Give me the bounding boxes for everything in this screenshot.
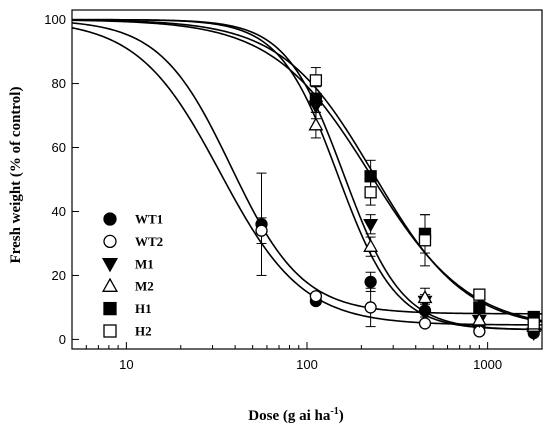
- point-h2: [418, 234, 432, 247]
- point-h1: [309, 93, 323, 106]
- y-tick-label: 100: [44, 12, 66, 27]
- x-axis-title-superscript: -1: [330, 406, 338, 417]
- data-points: [255, 74, 542, 341]
- fit-curve-h1: [71, 19, 543, 323]
- fitted-curves: [71, 18, 543, 331]
- legend-label-m1: M1: [135, 256, 154, 271]
- point-h1: [364, 170, 377, 183]
- point-wt1: [364, 275, 377, 288]
- legend-marker-wt2: [103, 234, 117, 249]
- x-tick-label: 1000: [473, 357, 502, 372]
- point-m1: [363, 218, 379, 233]
- point-m2: [363, 238, 379, 252]
- point-m2: [308, 117, 324, 131]
- point-h2: [473, 288, 486, 301]
- legend-marker-m1: [101, 258, 119, 273]
- fit-curve-m2: [72, 18, 543, 331]
- point-h2: [364, 186, 377, 199]
- legend-label-h1: H1: [135, 301, 152, 316]
- point-wt2: [418, 317, 432, 330]
- x-axis: 10 100 1000: [71, 342, 543, 372]
- y-tick-label: 60: [52, 140, 66, 155]
- point-h2: [527, 317, 540, 330]
- point-h1: [473, 301, 486, 314]
- x-tick-label: 100: [296, 357, 318, 372]
- point-wt2: [255, 224, 268, 237]
- legend-marker-h1: [103, 301, 117, 316]
- y-tick-label: 20: [52, 268, 66, 283]
- legend-marker-wt1: [103, 212, 117, 226]
- legend-label-m2: M2: [135, 279, 154, 294]
- point-h2: [309, 74, 323, 87]
- legend-marker-h2: [103, 324, 117, 338]
- y-tick-label: 0: [59, 332, 66, 347]
- x-tick-label: 10: [119, 357, 133, 372]
- fit-curve-wt1: [71, 22, 542, 315]
- x-axis-title: Dose (g ai ha-1): [248, 406, 343, 424]
- legend-label-h2: H2: [135, 324, 152, 339]
- fit-curve-h2: [71, 19, 543, 322]
- point-wt2: [364, 301, 377, 314]
- x-axis-title-end: ): [339, 408, 344, 424]
- legend-label-wt2: WT2: [135, 234, 163, 249]
- legend-label-wt1: WT1: [135, 212, 163, 227]
- y-tick-label: 80: [52, 76, 66, 91]
- point-m2: [417, 289, 433, 304]
- x-axis-title-main: Dose (g ai ha: [248, 408, 331, 424]
- legend-marker-m2: [101, 277, 119, 292]
- point-wt2: [309, 290, 323, 303]
- y-tick-label: 40: [52, 204, 66, 219]
- y-axis: 0 20 40 60 80 100: [44, 12, 79, 347]
- y-axis-title: Fresh weight (% of control): [8, 87, 24, 264]
- legend: WT1 WT2 M1 M2 H1 H2: [101, 212, 163, 339]
- point-m2: [471, 312, 487, 326]
